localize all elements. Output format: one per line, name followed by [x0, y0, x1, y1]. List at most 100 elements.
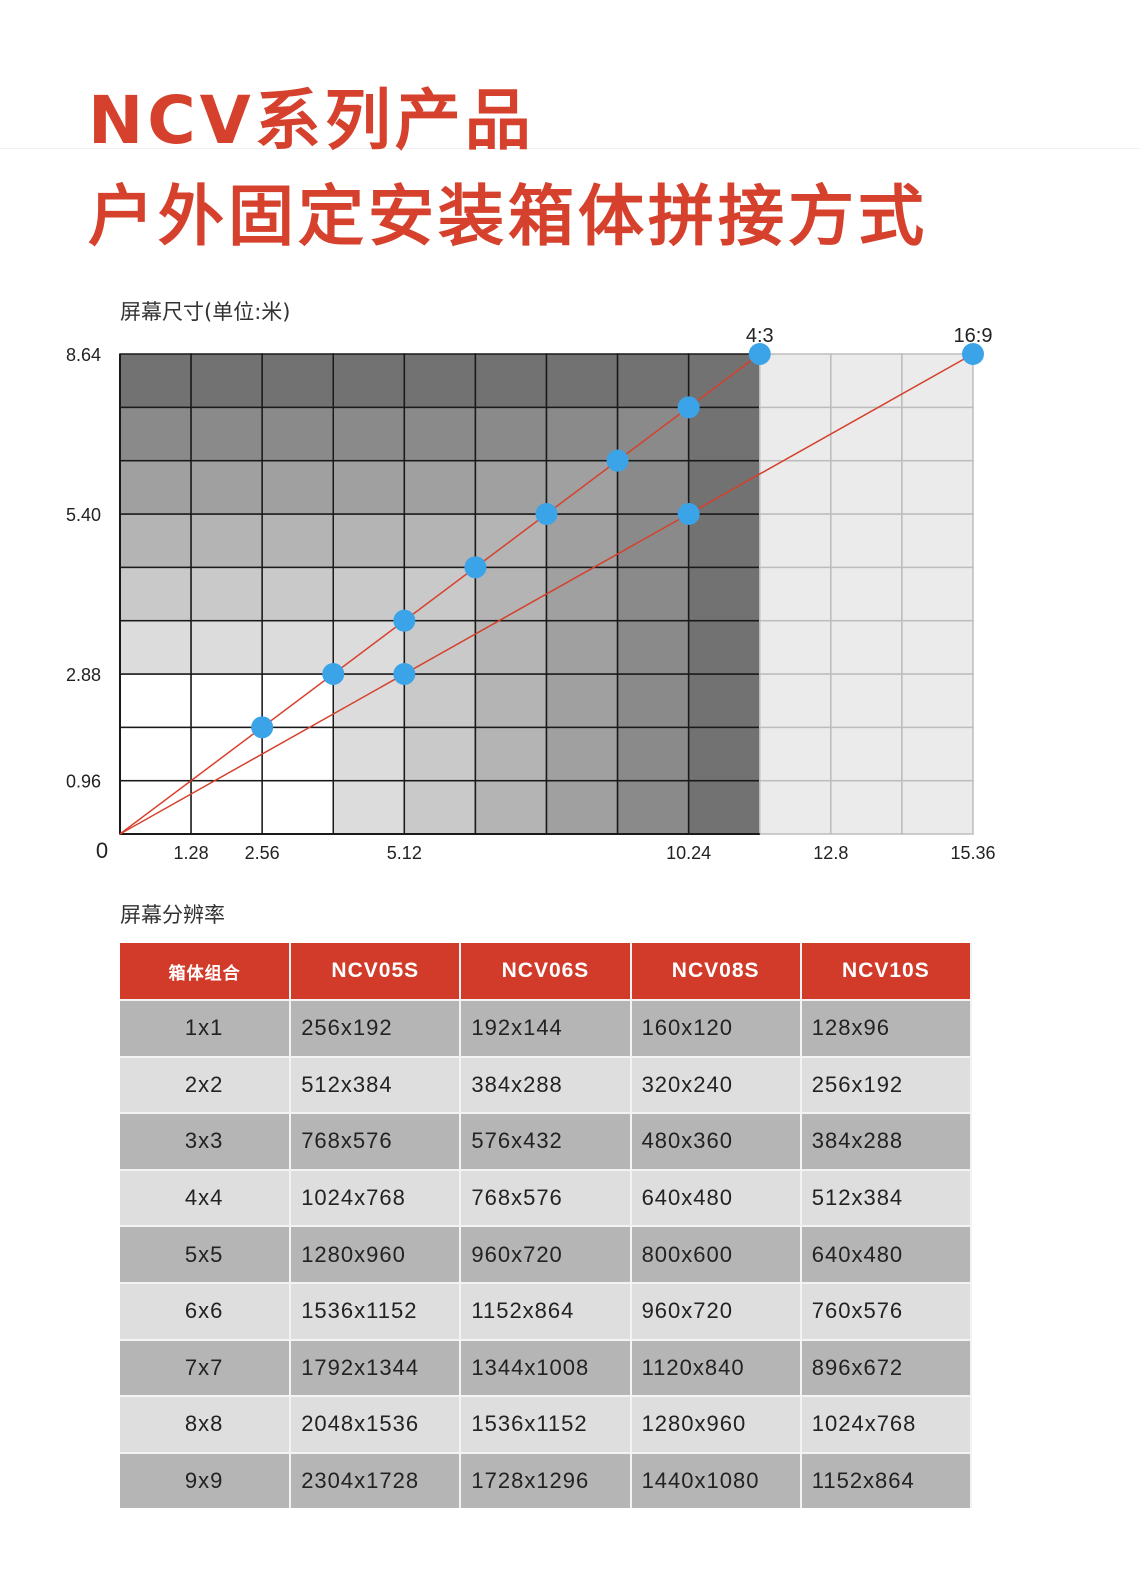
- table-cell: 760x576: [800, 1281, 973, 1340]
- grid-cell: [687, 779, 761, 835]
- grid-cell: [119, 673, 192, 729]
- column-header: NCV08S: [630, 943, 802, 1000]
- table-title: 屏幕分辨率: [120, 903, 225, 927]
- table-cell: 512x384: [290, 1055, 462, 1114]
- table-cell: 1344x1008: [460, 1338, 632, 1397]
- table-cell: 1440x1080: [630, 1451, 802, 1509]
- table-cell: 1120x840: [630, 1338, 802, 1397]
- table-cell: 384x288: [460, 1055, 632, 1114]
- grid-cell: [687, 513, 761, 569]
- grid-cell: [901, 779, 974, 835]
- grid-cell: [616, 353, 690, 409]
- grid-cell: [403, 459, 477, 515]
- grid-cell: [616, 673, 690, 729]
- table-cell: 9x9: [120, 1451, 292, 1509]
- grid-cell: [830, 566, 903, 622]
- table-cell: 160x120: [630, 999, 802, 1057]
- grid-cell: [474, 459, 548, 515]
- grid-cell: [901, 566, 974, 622]
- grid-cell: [545, 619, 619, 675]
- grid-cell: [616, 566, 690, 622]
- grid-cell: [332, 513, 406, 569]
- grid-cell: [545, 353, 619, 409]
- grid-cell: [616, 459, 690, 515]
- table-row: 1x1 256x192 192x144 160x120 128x96: [120, 999, 973, 1057]
- grid-cell: [119, 513, 192, 569]
- table-cell: 1728x1296: [460, 1451, 632, 1509]
- grid-cell: [759, 406, 832, 462]
- grid-cell: [901, 459, 974, 515]
- table-row: 2x2 512x384 384x288 320x240 256x192: [120, 1055, 973, 1114]
- grid-cell: [119, 406, 192, 462]
- chart-title: 屏幕尺寸(单位:米): [120, 300, 291, 324]
- grid-cell: [830, 726, 903, 782]
- grid-cell: [403, 726, 477, 782]
- data-point: [606, 449, 629, 472]
- table-cell: 768x576: [460, 1168, 632, 1227]
- table-cell: 1280x960: [630, 1395, 802, 1453]
- table-cell: 2304x1728: [290, 1451, 462, 1509]
- table-cell: 4x4: [120, 1168, 292, 1227]
- grid-cell: [474, 353, 548, 409]
- table-cell: 960x720: [630, 1281, 802, 1340]
- x-tick-label: 2.56: [245, 843, 280, 863]
- series-label: 4:3: [746, 325, 774, 347]
- grid-cell: [190, 513, 263, 569]
- column-header: 箱体组合: [120, 943, 292, 1000]
- data-point: [464, 556, 487, 579]
- grid-cell: [545, 673, 619, 729]
- table-row: 8x8 2048x1536 1536x1152 1280x960 1024x768: [120, 1395, 973, 1453]
- table-cell: 1152x864: [800, 1451, 973, 1509]
- grid-cell: [190, 353, 263, 409]
- y-tick-label: 2.88: [66, 665, 101, 685]
- grid-cell: [830, 779, 903, 835]
- table-cell: 960x720: [460, 1225, 632, 1283]
- table-cell: 320x240: [630, 1055, 802, 1114]
- grid-cell: [759, 353, 832, 409]
- data-point: [748, 343, 771, 365]
- table-cell: 256x192: [290, 999, 462, 1057]
- x-tick-label: 5.12: [387, 843, 422, 863]
- grid-cell: [759, 513, 832, 569]
- table-row: 3x3 768x576 576x432 480x360 384x288: [120, 1112, 973, 1170]
- table-cell: 5x5: [120, 1225, 292, 1283]
- table-row: 9x9 2304x1728 1728x1296 1440x1080 1152x864: [120, 1451, 973, 1509]
- grid-cell: [687, 459, 761, 515]
- grid-cell: [261, 459, 334, 515]
- grid-cell: [687, 619, 761, 675]
- data-point: [962, 343, 984, 365]
- table-cell: 128x96: [800, 999, 973, 1057]
- grid-cell: [901, 673, 974, 729]
- x-tick-label: 12.8: [813, 843, 848, 863]
- grid-cell: [332, 459, 406, 515]
- grid-cell: [474, 726, 548, 782]
- grid-cell: [759, 619, 832, 675]
- grid-cell: [190, 566, 263, 622]
- grid-cell: [759, 673, 832, 729]
- grid-cell: [545, 779, 619, 835]
- grid-cell: [403, 779, 477, 835]
- grid-cell: [332, 726, 406, 782]
- table-cell: 480x360: [630, 1112, 802, 1170]
- y-tick-label: 0.96: [66, 772, 101, 792]
- page-subtitle: 户外固定安装箱体拼接方式: [88, 178, 928, 255]
- grid-cell: [830, 673, 903, 729]
- table-cell: 1024x768: [800, 1395, 973, 1453]
- grid-cell: [261, 566, 334, 622]
- size-chart: 4:3 16:9 0 1.28 2.56 5.12 10.24 12.8 15.36 8.64 5.…: [66, 325, 996, 863]
- grid-cell: [261, 406, 334, 462]
- grid-cell: [119, 619, 192, 675]
- table-cell: 7x7: [120, 1338, 292, 1397]
- grid-cell: [190, 619, 263, 675]
- grid-cell: [332, 406, 406, 462]
- grid-cell: [190, 673, 263, 729]
- grid-cell: [261, 619, 334, 675]
- table-row: 4x4 1024x768 768x576 640x480 512x384: [120, 1168, 973, 1227]
- grid-cell: [403, 619, 477, 675]
- data-point: [251, 716, 274, 739]
- grid-cell: [616, 726, 690, 782]
- resolution-table: 箱体组合 NCV05S NCV06S NCV08S NCV10S 1x1 256x192 1…: [120, 943, 973, 1509]
- grid-cell: [687, 726, 761, 782]
- table-cell: 512x384: [800, 1168, 973, 1227]
- grid-cell: [119, 459, 192, 515]
